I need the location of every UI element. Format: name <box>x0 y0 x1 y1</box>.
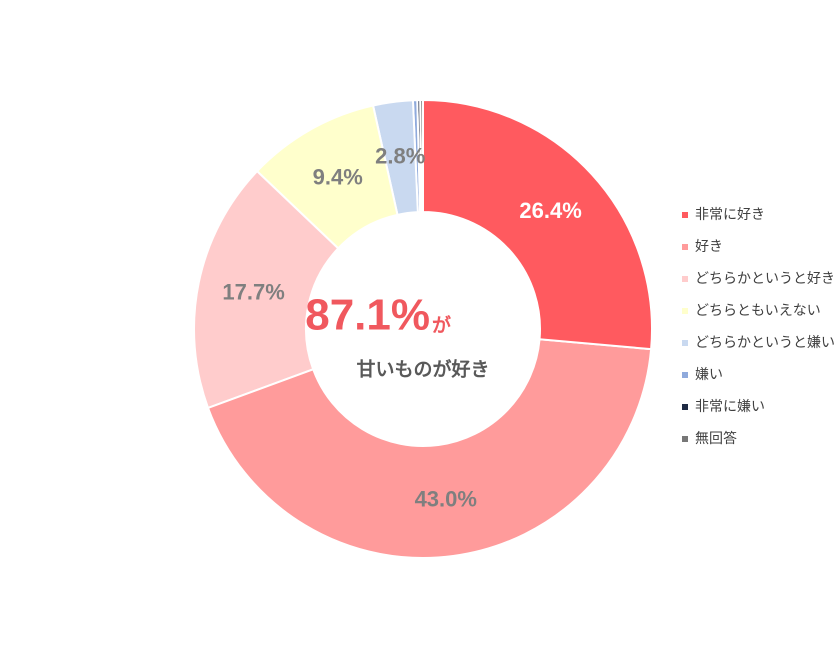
legend-label: 非常に好き <box>695 207 765 223</box>
legend-swatch <box>682 404 688 410</box>
legend-label: どちらかというと嫌い <box>695 335 835 351</box>
data-label: 9.4% <box>313 164 363 189</box>
donut-slice <box>422 98 653 351</box>
legend-swatch <box>682 308 688 314</box>
legend-swatch <box>682 244 688 250</box>
donut-slice <box>193 169 340 410</box>
data-label: 26.4% <box>519 198 581 223</box>
legend-label: 非常に嫌い <box>695 399 765 415</box>
legend-swatch <box>682 340 688 346</box>
data-label: 17.7% <box>222 280 284 305</box>
legend-swatch <box>682 212 688 218</box>
legend-label: どちらかというと好き <box>695 271 835 287</box>
data-label: 2.8% <box>375 143 425 168</box>
legend-label: 嫌い <box>695 367 723 383</box>
data-label: 43.0% <box>415 486 477 511</box>
legend-swatch <box>682 436 688 442</box>
center-value: 87.1% <box>305 291 430 340</box>
legend-swatch <box>682 372 688 378</box>
donut-slice <box>255 104 399 250</box>
legend-label: どちらともいえない <box>695 303 821 319</box>
legend-label: 無回答 <box>695 430 737 447</box>
legend-label: 好き <box>695 239 723 255</box>
donut-slice <box>206 338 653 559</box>
center-suffix: が <box>432 314 451 337</box>
donut-slice <box>371 99 419 217</box>
legend-swatch <box>682 276 688 282</box>
center-caption: 甘いものが好き <box>356 358 489 381</box>
